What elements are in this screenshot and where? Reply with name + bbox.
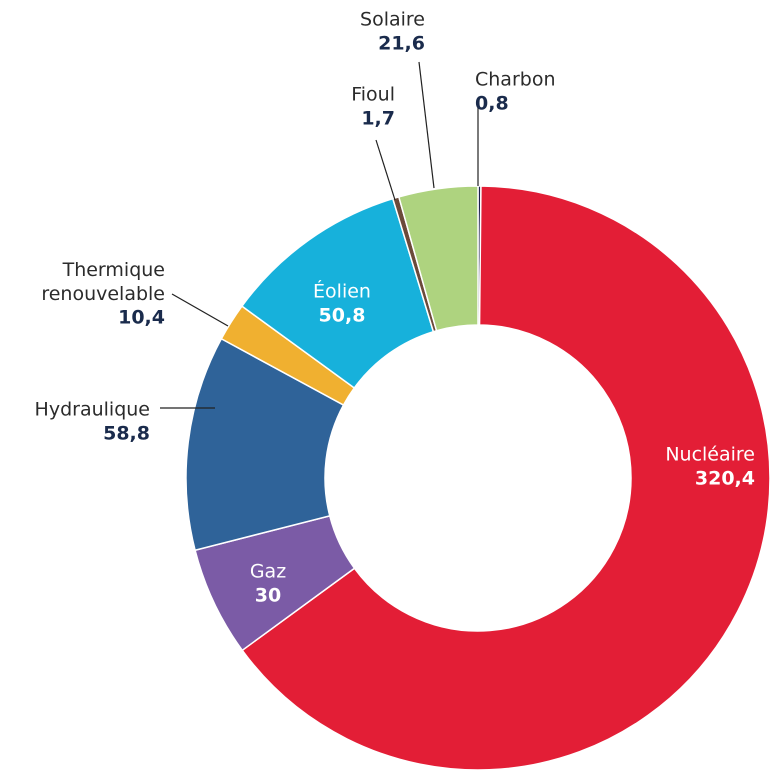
category-label: Éolien [313,280,371,303]
value-label: 50,8 [319,305,366,327]
value-label: 320,4 [695,468,755,490]
value-label: 1,7 [361,108,395,130]
category-label: Gaz [250,561,286,583]
value-label: 30 [255,585,281,607]
slice [241,185,771,771]
value-label: 58,8 [103,423,150,445]
category-label: Hydraulique [35,399,150,421]
category-label: Charbon [475,69,556,91]
leader-line [171,293,229,327]
value-label: 10,4 [118,307,165,329]
category-label: Solaire [360,9,425,31]
value-label: 0,8 [475,93,509,115]
slice [397,185,479,332]
leader-line [375,139,396,201]
value-label: 21,6 [378,33,425,55]
category-label: Fioul [351,84,395,106]
category-label: Nucléaire [665,444,755,466]
leader-line [418,61,435,189]
category-label: Thermique renouvelable [41,259,165,305]
